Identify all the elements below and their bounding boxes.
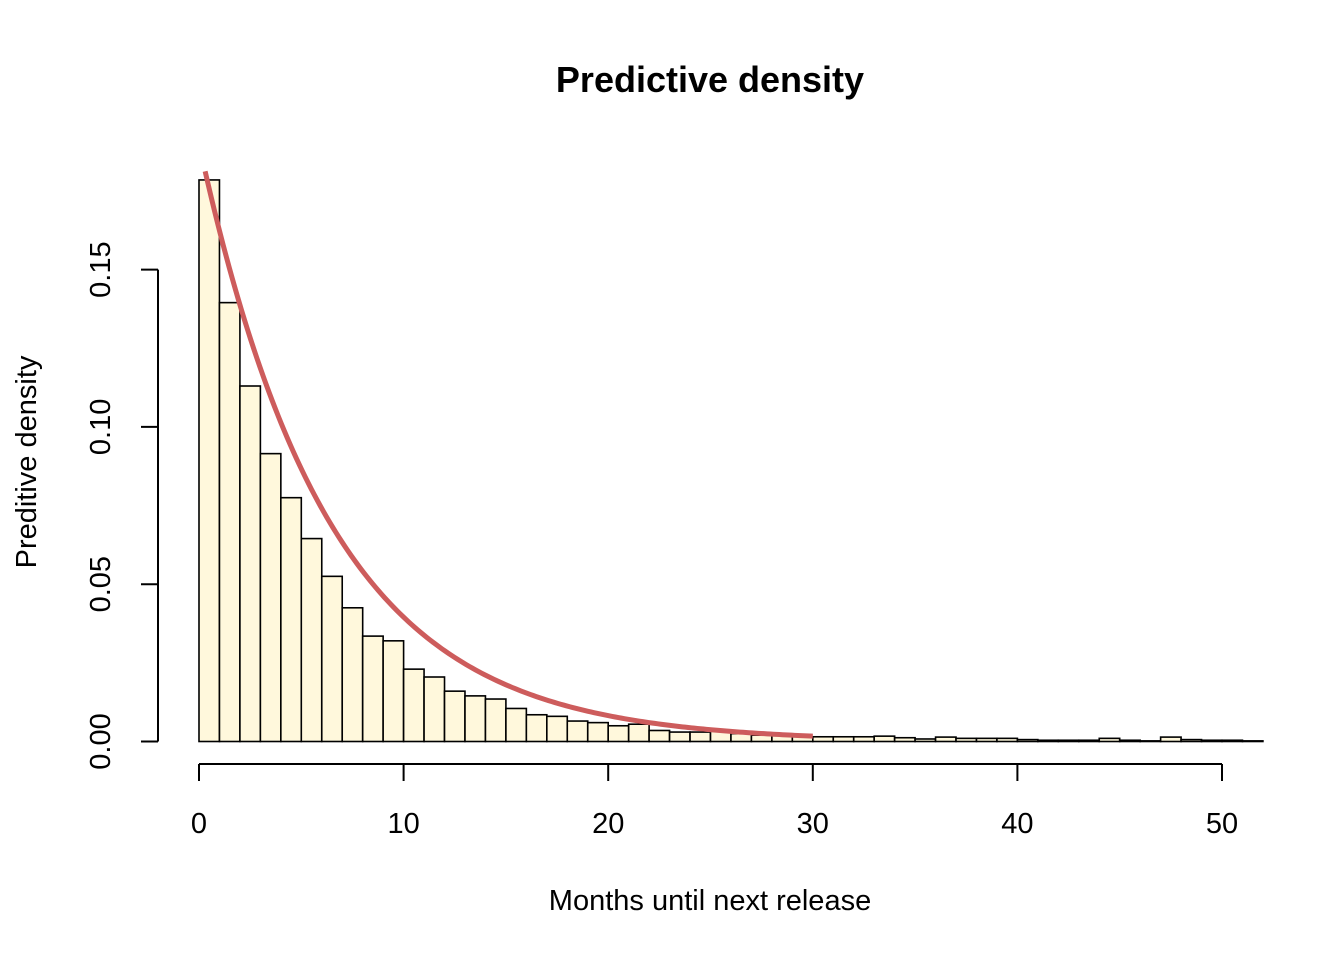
histogram-bar: [423, 676, 446, 743]
x-tick-label: 40: [1001, 808, 1033, 840]
histogram-bar: [1098, 737, 1121, 743]
histogram-bar: [320, 575, 344, 743]
histogram-bar: [464, 695, 487, 743]
chart-title: Predictive density: [556, 59, 864, 100]
x-tick-label: 10: [387, 808, 419, 840]
histogram-bar: [689, 731, 712, 743]
x-tick-label: 30: [797, 808, 829, 840]
histogram-bar: [1057, 739, 1080, 743]
histogram-bar: [443, 690, 466, 743]
x-tick-label: 20: [592, 808, 624, 840]
y-tick-label: 0.15: [85, 241, 117, 297]
x-tick-label: 0: [191, 808, 207, 840]
x-axis: 0 10 20 30 40 50: [191, 763, 1238, 840]
y-tick-label: 0.05: [85, 556, 117, 612]
histogram-bar: [300, 537, 323, 743]
histogram-bar: [525, 713, 548, 743]
histogram-bar: [280, 496, 303, 743]
histogram-bar: [1200, 739, 1223, 743]
histogram-bar: [586, 721, 609, 743]
histogram-bar: [852, 735, 875, 743]
histogram-bar: [893, 736, 916, 743]
histogram-bar: [546, 715, 569, 743]
histogram-bar: [1037, 739, 1060, 743]
x-tick-label: 50: [1206, 808, 1238, 840]
density-curve: [202, 170, 813, 739]
histogram-bar: [1159, 736, 1182, 743]
histogram-bar: [382, 640, 405, 743]
histogram-bar: [648, 729, 671, 743]
histogram-bar: [1118, 739, 1141, 743]
histogram-bar: [1016, 738, 1039, 743]
histogram-bar: [934, 736, 957, 743]
histogram-bar: [627, 723, 650, 743]
histogram-bar: [1241, 740, 1264, 743]
histogram-bar: [1221, 739, 1244, 743]
histogram-bar: [955, 737, 978, 743]
y-axis: 0.00 0.05 0.10 0.15: [85, 241, 159, 770]
histogram-bar: [1139, 740, 1162, 743]
histogram-bar: [914, 738, 937, 743]
y-tick-label: 0.00: [85, 713, 117, 769]
histogram-bar: [484, 698, 507, 743]
y-axis-label: Preditive density: [11, 355, 43, 568]
histogram-bar: [668, 731, 691, 743]
histogram-bar: [361, 635, 384, 743]
histogram-bar: [402, 668, 425, 743]
histogram-bar: [607, 724, 630, 743]
histogram-bar: [218, 301, 241, 743]
histogram-bar: [198, 179, 221, 743]
y-tick-label: 0.10: [85, 399, 117, 455]
histogram-bar: [239, 385, 262, 743]
histogram-bar: [811, 735, 835, 743]
histogram-bar: [259, 452, 282, 743]
histogram-bar: [975, 737, 998, 743]
histogram-bar: [996, 737, 1019, 743]
histogram-bar: [341, 606, 364, 743]
x-axis-label: Months until next release: [549, 885, 871, 917]
histogram-bar: [566, 720, 589, 743]
histogram-bar: [1180, 738, 1203, 743]
histogram-bar: [1077, 739, 1101, 743]
histogram-bars: [198, 179, 1264, 743]
histogram-bar: [505, 707, 528, 743]
histogram-bar: [873, 735, 896, 743]
histogram-bar: [832, 735, 855, 743]
